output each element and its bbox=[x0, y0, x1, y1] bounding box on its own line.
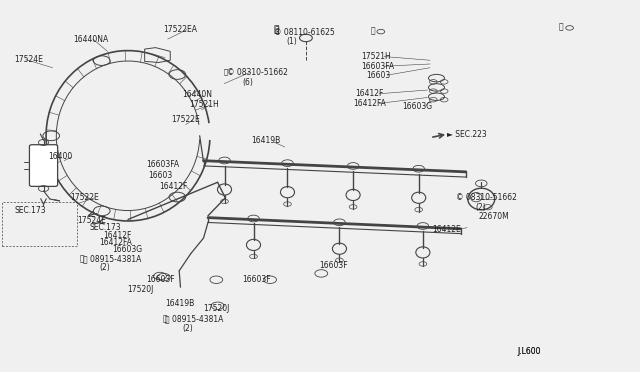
Text: (2): (2) bbox=[182, 324, 193, 333]
Text: 16400: 16400 bbox=[48, 153, 72, 161]
Text: (2): (2) bbox=[475, 203, 486, 212]
Text: 17522E: 17522E bbox=[172, 115, 200, 124]
Text: 16412F: 16412F bbox=[104, 231, 132, 240]
Text: 16603FA: 16603FA bbox=[362, 62, 395, 71]
Text: 17520J: 17520J bbox=[204, 304, 230, 312]
Text: 16603FA: 16603FA bbox=[146, 160, 179, 169]
Text: 16412FA: 16412FA bbox=[99, 238, 132, 247]
Text: 16419B: 16419B bbox=[251, 136, 280, 145]
Text: 16412FA: 16412FA bbox=[353, 99, 386, 108]
Text: 17524E: 17524E bbox=[77, 216, 106, 225]
Text: 22670M: 22670M bbox=[479, 212, 509, 221]
Text: (6): (6) bbox=[242, 78, 253, 87]
Text: Ⓟ: Ⓟ bbox=[163, 315, 168, 324]
Text: 16603G: 16603G bbox=[402, 102, 432, 110]
Text: 17520J: 17520J bbox=[127, 285, 153, 294]
Text: 16603: 16603 bbox=[148, 171, 173, 180]
Text: 16603F: 16603F bbox=[319, 262, 348, 270]
Text: Ⓑ: Ⓑ bbox=[274, 25, 279, 34]
Text: © 08310-51662: © 08310-51662 bbox=[227, 68, 288, 77]
Text: Ⓢ: Ⓢ bbox=[223, 68, 227, 75]
Text: © 08310-51662: © 08310-51662 bbox=[456, 193, 516, 202]
Text: Ⓟ 08915-4381A: Ⓟ 08915-4381A bbox=[83, 254, 141, 263]
Text: SEC.173: SEC.173 bbox=[90, 223, 121, 232]
Text: 16412F: 16412F bbox=[355, 89, 383, 98]
Text: 17521H: 17521H bbox=[189, 100, 218, 109]
Text: Ⓢ: Ⓢ bbox=[370, 26, 375, 35]
Text: 16412E: 16412E bbox=[432, 225, 461, 234]
Text: 16603F: 16603F bbox=[146, 275, 175, 283]
Text: 17522EA: 17522EA bbox=[163, 25, 197, 34]
Text: 16603G: 16603G bbox=[112, 246, 142, 254]
Text: ® 08110-61625: ® 08110-61625 bbox=[274, 28, 335, 37]
Text: (2): (2) bbox=[99, 263, 110, 272]
Text: 16419B: 16419B bbox=[165, 299, 195, 308]
Text: Ⓟ 08915-4381A: Ⓟ 08915-4381A bbox=[165, 315, 223, 324]
Text: (1): (1) bbox=[287, 37, 298, 46]
Text: J.L600: J.L600 bbox=[517, 347, 541, 356]
Text: ► SEC.223: ► SEC.223 bbox=[447, 130, 486, 139]
Text: 17521H: 17521H bbox=[362, 52, 391, 61]
Text: 16440N: 16440N bbox=[182, 90, 212, 99]
Text: 16603: 16603 bbox=[366, 71, 390, 80]
Text: 16412F: 16412F bbox=[159, 182, 187, 191]
Text: 16603F: 16603F bbox=[242, 275, 271, 284]
FancyBboxPatch shape bbox=[29, 145, 58, 186]
Text: 17522E: 17522E bbox=[70, 193, 99, 202]
Text: 16440NA: 16440NA bbox=[74, 35, 109, 44]
Text: Ⓟ: Ⓟ bbox=[79, 254, 84, 263]
Text: Ⓑ: Ⓑ bbox=[274, 25, 279, 34]
Text: SEC.173: SEC.173 bbox=[14, 206, 45, 215]
Text: Ⓢ: Ⓢ bbox=[559, 23, 564, 32]
Text: 17524E: 17524E bbox=[14, 55, 43, 64]
Text: J.L600: J.L600 bbox=[517, 347, 541, 356]
